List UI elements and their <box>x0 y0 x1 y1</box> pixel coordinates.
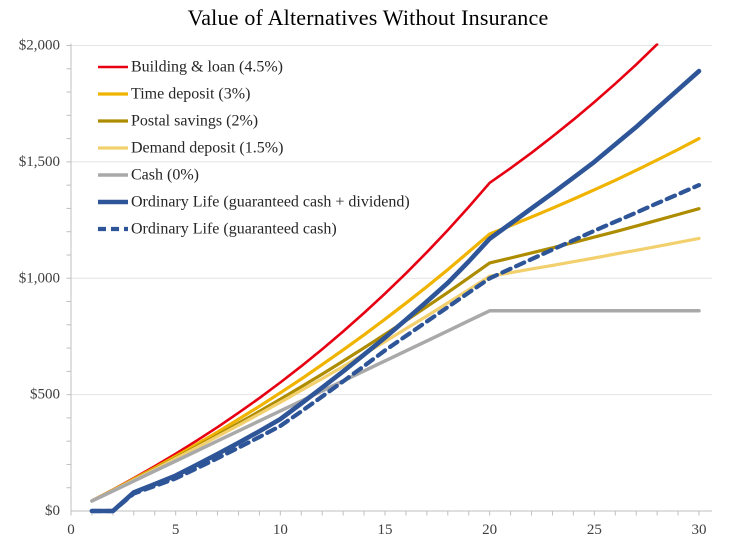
series-line-ordinary-life-guaranteed <box>89 183 702 514</box>
legend-item-cash: Cash (0%) <box>98 167 199 184</box>
legend-label-cash: Cash (0%) <box>131 167 199 184</box>
legend-label-ordinary-life-dividend: Ordinary Life (guaranteed cash + dividen… <box>131 194 410 211</box>
series-line-cash <box>90 309 701 503</box>
chart-title: Value of Alternatives Without Insurance <box>187 5 549 30</box>
legend-item-building-loan: Building & loan (4.5%) <box>98 59 283 76</box>
legend-label-time-deposit: Time deposit (3%) <box>131 86 250 103</box>
y-tick-label-1500: $1,500 <box>19 154 60 170</box>
legend-label-ordinary-life-guaranteed: Ordinary Life (guaranteed cash) <box>131 221 337 238</box>
x-tick-label-0: 0 <box>67 522 75 538</box>
series-line-demand-deposit <box>90 236 701 503</box>
legend-item-ordinary-life-guaranteed: Ordinary Life (guaranteed cash) <box>98 221 337 238</box>
x-tick-label-30: 30 <box>692 522 707 538</box>
legend-item-demand-deposit: Demand deposit (1.5%) <box>98 140 283 157</box>
y-tick-label-500: $500 <box>30 387 60 403</box>
legend-item-postal-savings: Postal savings (2%) <box>98 113 258 130</box>
y-tick-label-0: $0 <box>45 503 60 519</box>
series-line-building-loan <box>90 43 659 502</box>
x-tick-label-25: 25 <box>587 522 602 538</box>
x-tick-label-5: 5 <box>172 522 180 538</box>
y-tick-label-2000: $2,000 <box>19 38 60 54</box>
legend-label-demand-deposit: Demand deposit (1.5%) <box>131 140 283 157</box>
legend: Building & loan (4.5%) Time deposit (3%) P… <box>98 59 410 238</box>
y-tick-label-1000: $1,000 <box>19 270 60 286</box>
legend-item-time-deposit: Time deposit (3%) <box>98 86 250 103</box>
legend-label-postal-savings: Postal savings (2%) <box>131 113 258 130</box>
x-tick-label-15: 15 <box>378 522 393 538</box>
x-tick-label-10: 10 <box>273 522 288 538</box>
x-tick-label-20: 20 <box>482 522 497 538</box>
legend-item-ordinary-life-dividend: Ordinary Life (guaranteed cash + dividen… <box>98 194 410 211</box>
legend-label-building-loan: Building & loan (4.5%) <box>131 59 283 76</box>
series-line-time-deposit <box>90 137 701 503</box>
series-line-ordinary-life-dividend <box>89 68 702 514</box>
